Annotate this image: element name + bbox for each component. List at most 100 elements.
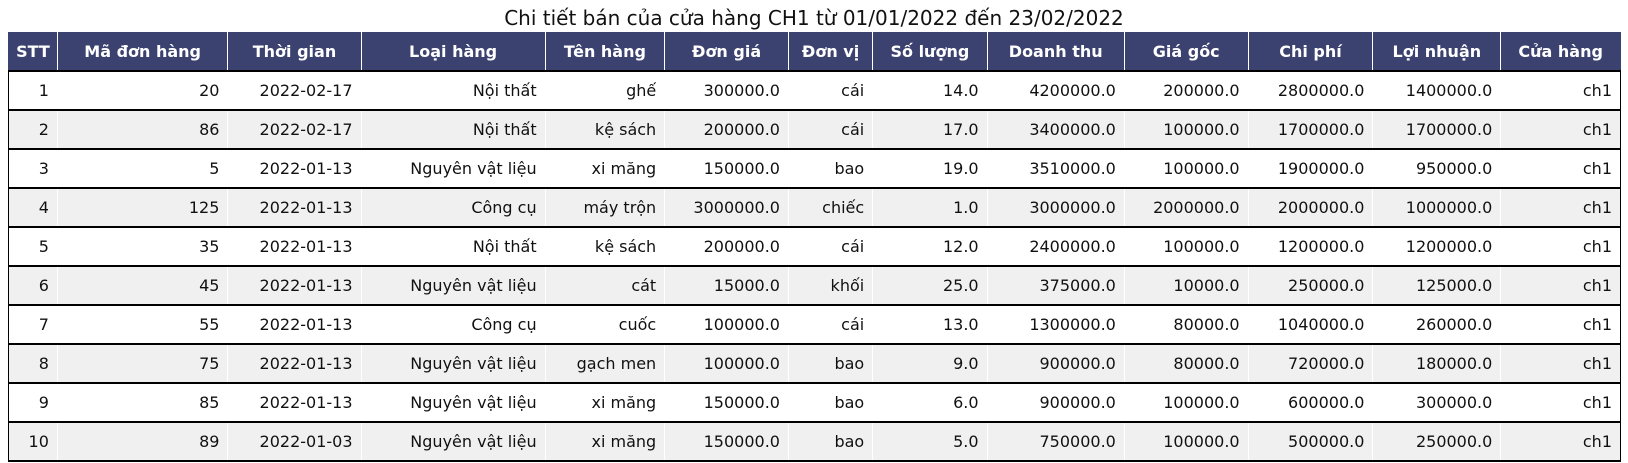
table-cell: 1 xyxy=(8,71,58,111)
table-cell: 1700000.0 xyxy=(1247,110,1374,150)
table-cell: 125000.0 xyxy=(1372,266,1502,306)
table-cell: 600000.0 xyxy=(1247,383,1374,423)
table-cell: bao xyxy=(787,344,874,384)
table-cell: chiếc xyxy=(787,188,874,228)
table-cell: 4200000.0 xyxy=(986,71,1125,111)
table-cell: bao xyxy=(787,149,874,189)
table-cell: 250000.0 xyxy=(1372,422,1502,462)
table-cell: 1200000.0 xyxy=(1247,227,1374,267)
column-header: Số lượng xyxy=(872,32,988,72)
table-row: 4 125 2022-01-13 Công cụ máy trộn 3000000.0 ch… xyxy=(8,188,1621,228)
table-cell: 86 xyxy=(56,110,229,150)
table-cell: ghế xyxy=(544,71,666,111)
table-cell: 2000000.0 xyxy=(1123,188,1249,228)
table-row: 7 55 2022-01-13 Công cụ cuốc 100000.0 cái 13.0 1… xyxy=(8,305,1621,345)
table-cell: cái xyxy=(787,227,874,267)
table-cell: 5 xyxy=(8,227,58,267)
table-cell: Công cụ xyxy=(360,305,546,345)
table-cell: 200000.0 xyxy=(664,110,789,150)
table-title: Chi tiết bán của cửa hàng CH1 từ 01/01/2… xyxy=(504,6,1124,30)
table-cell: 2022-01-13 xyxy=(227,149,362,189)
table-cell: 3000000.0 xyxy=(664,188,789,228)
table-cell: ch1 xyxy=(1500,422,1621,462)
table-cell: 1000000.0 xyxy=(1372,188,1502,228)
table-row: 8 75 2022-01-13 Nguyên vật liệu gạch men 1000… xyxy=(8,344,1621,384)
table-cell: máy trộn xyxy=(544,188,666,228)
table-cell: 100000.0 xyxy=(664,305,789,345)
table-cell: 2022-02-17 xyxy=(227,71,362,111)
column-header: Đơn vị xyxy=(787,32,874,72)
table-cell: 17.0 xyxy=(872,110,988,150)
table-cell: 6.0 xyxy=(872,383,988,423)
table-cell: xi măng xyxy=(544,422,666,462)
table-cell: Công cụ xyxy=(360,188,546,228)
column-header: Doanh thu xyxy=(986,32,1125,72)
table-row: 5 35 2022-01-13 Nội thất kệ sách 200000.0 cái 1… xyxy=(8,227,1621,267)
table-cell: Nội thất xyxy=(360,71,546,111)
table-cell: 89 xyxy=(56,422,229,462)
table-cell: 20 xyxy=(56,71,229,111)
table-cell: ch1 xyxy=(1500,266,1621,306)
table-cell: ch1 xyxy=(1500,344,1621,384)
table-row: 9 85 2022-01-13 Nguyên vật liệu xi măng 15000… xyxy=(8,383,1621,423)
table-cell: cái xyxy=(787,71,874,111)
table-cell: 2022-01-13 xyxy=(227,344,362,384)
table-cell: 3510000.0 xyxy=(986,149,1125,189)
table-cell: xi măng xyxy=(544,149,666,189)
table-cell: 1400000.0 xyxy=(1372,71,1502,111)
table-cell: 25.0 xyxy=(872,266,988,306)
table-cell: 300000.0 xyxy=(1372,383,1502,423)
table-row: 2 86 2022-02-17 Nội thất kệ sách 200000.0 cái 1… xyxy=(8,110,1621,150)
table-cell: 1700000.0 xyxy=(1372,110,1502,150)
table-cell: ch1 xyxy=(1500,227,1621,267)
table-cell: cái xyxy=(787,110,874,150)
table-cell: 10 xyxy=(8,422,58,462)
table-cell: 35 xyxy=(56,227,229,267)
table-cell: 2022-01-03 xyxy=(227,422,362,462)
table-cell: 2022-02-17 xyxy=(227,110,362,150)
table-cell: bao xyxy=(787,383,874,423)
table-cell: 55 xyxy=(56,305,229,345)
table-cell: 100000.0 xyxy=(1123,383,1249,423)
table-cell: 75 xyxy=(56,344,229,384)
sales-table: STT Mã đơn hàng Thời gian Loại hàng Tên hàng… xyxy=(8,32,1621,462)
table-cell: 12.0 xyxy=(872,227,988,267)
table-cell: 2022-01-13 xyxy=(227,188,362,228)
table-cell: khối xyxy=(787,266,874,306)
table-cell: 2022-01-13 xyxy=(227,266,362,306)
table-cell: 5.0 xyxy=(872,422,988,462)
table-cell: 2 xyxy=(8,110,58,150)
table-cell: 2000000.0 xyxy=(1247,188,1374,228)
table-cell: xi măng xyxy=(544,383,666,423)
table-cell: 1900000.0 xyxy=(1247,149,1374,189)
table-cell: 1200000.0 xyxy=(1372,227,1502,267)
table-cell: 15000.0 xyxy=(664,266,789,306)
table-header: STT Mã đơn hàng Thời gian Loại hàng Tên hàng… xyxy=(8,32,1621,72)
table-cell: 375000.0 xyxy=(986,266,1125,306)
table-cell: cát xyxy=(544,266,666,306)
table-cell: Nội thất xyxy=(360,227,546,267)
table-cell: Nguyên vật liệu xyxy=(360,344,546,384)
table-cell: 500000.0 xyxy=(1247,422,1374,462)
table-cell: 125 xyxy=(56,188,229,228)
table-cell: ch1 xyxy=(1500,305,1621,345)
table-cell: 4 xyxy=(8,188,58,228)
column-header: Chi phí xyxy=(1247,32,1374,72)
table-cell: 2022-01-13 xyxy=(227,227,362,267)
table-cell: 3 xyxy=(8,149,58,189)
table-cell: ch1 xyxy=(1500,149,1621,189)
table-cell: Nguyên vật liệu xyxy=(360,422,546,462)
table-cell: Nguyên vật liệu xyxy=(360,266,546,306)
table-cell: 150000.0 xyxy=(664,149,789,189)
table-cell: 1040000.0 xyxy=(1247,305,1374,345)
column-header: STT xyxy=(8,32,58,72)
table-cell: 100000.0 xyxy=(664,344,789,384)
table-cell: 100000.0 xyxy=(1123,227,1249,267)
column-header: Loại hàng xyxy=(360,32,546,72)
table-cell: 45 xyxy=(56,266,229,306)
table-cell: gạch men xyxy=(544,344,666,384)
table-cell: 100000.0 xyxy=(1123,110,1249,150)
table-cell: ch1 xyxy=(1500,71,1621,111)
table-row: 1 20 2022-02-17 Nội thất ghế 300000.0 cái 14.0 4… xyxy=(8,71,1621,111)
table-row: 6 45 2022-01-13 Nguyên vật liệu cát 15000.0 kh… xyxy=(8,266,1621,306)
